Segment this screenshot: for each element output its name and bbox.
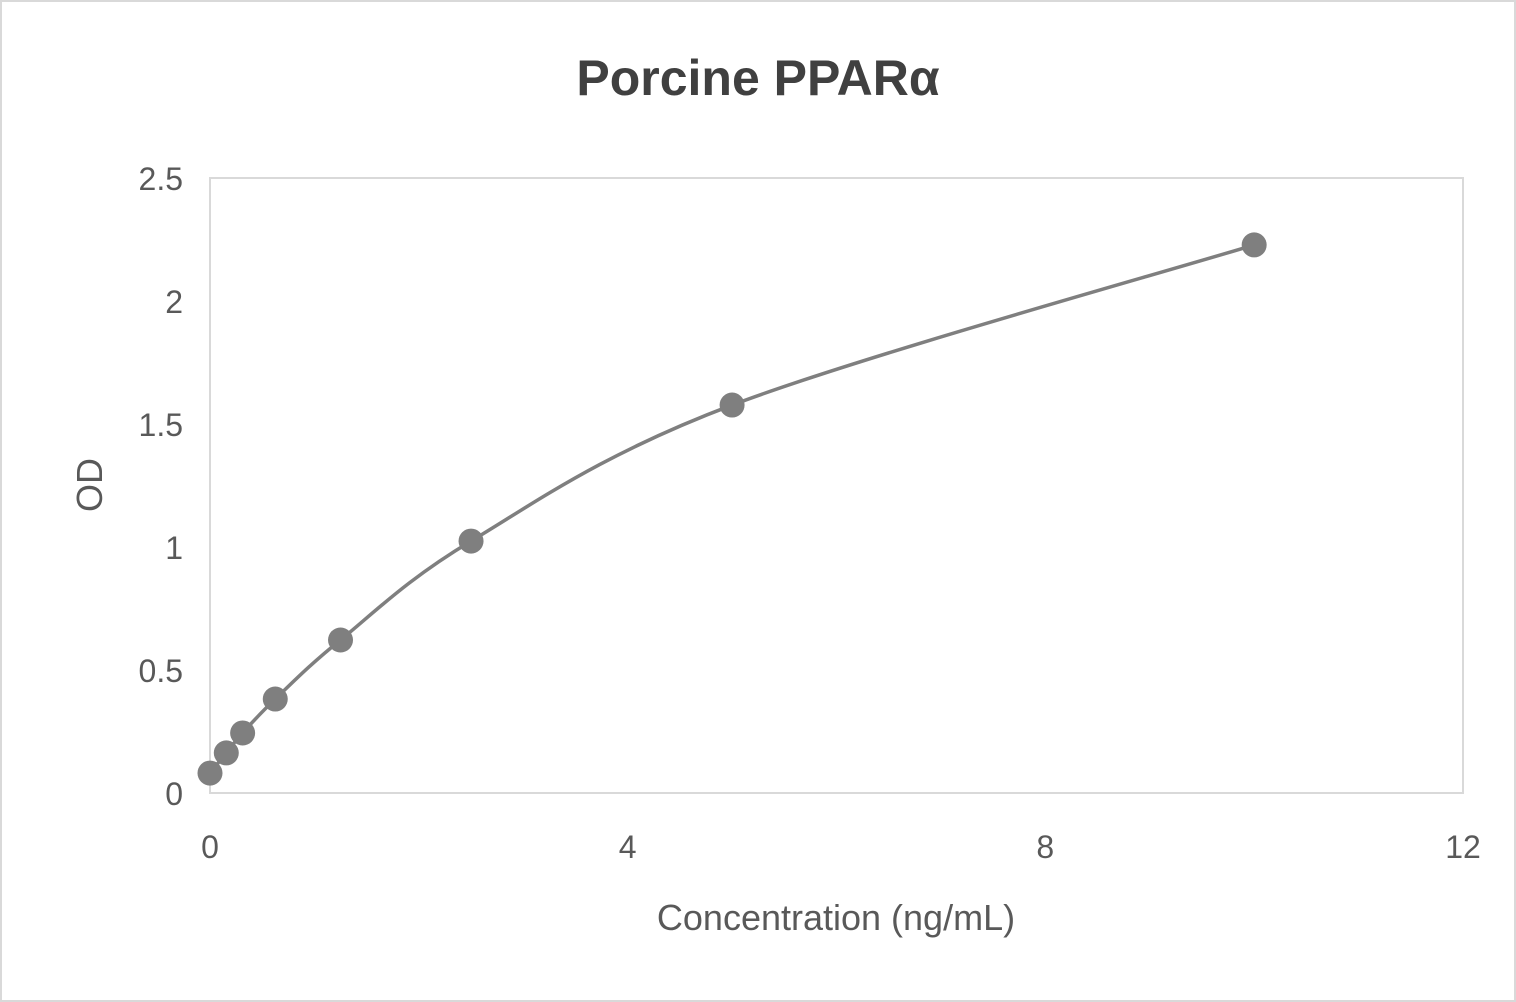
- y-tick-label: 1.5: [139, 407, 183, 443]
- x-axis-title: Concentration (ng/mL): [657, 897, 1015, 938]
- y-axis-ticks: 0 0.5 1 1.5 2 2.5: [139, 161, 183, 812]
- y-tick-label: 1: [165, 530, 183, 566]
- y-tick-label: 0.5: [139, 653, 183, 689]
- x-tick-label: 12: [1445, 829, 1481, 865]
- chart-title: Porcine PPARα: [576, 50, 939, 106]
- y-tick-label: 0: [165, 776, 183, 812]
- x-tick-label: 4: [619, 829, 637, 865]
- data-point-marker: [719, 392, 745, 418]
- data-point-marker: [213, 740, 239, 766]
- x-tick-label: 0: [201, 829, 219, 865]
- data-point-marker: [262, 686, 288, 712]
- data-point-marker: [328, 627, 354, 653]
- series-line: [208, 243, 1256, 775]
- x-axis-ticks: 0 4 8 12: [201, 829, 1481, 865]
- data-point-marker: [230, 720, 256, 746]
- y-axis-title: OD: [69, 458, 110, 512]
- y-tick-label: 2.5: [139, 161, 183, 197]
- x-tick-label: 8: [1036, 829, 1054, 865]
- data-point-marker: [1241, 232, 1267, 258]
- y-tick-label: 2: [165, 284, 183, 320]
- data-point-marker: [197, 760, 223, 786]
- plot-area: [209, 177, 1464, 794]
- series-markers: [197, 232, 1267, 786]
- data-point-marker: [458, 528, 484, 554]
